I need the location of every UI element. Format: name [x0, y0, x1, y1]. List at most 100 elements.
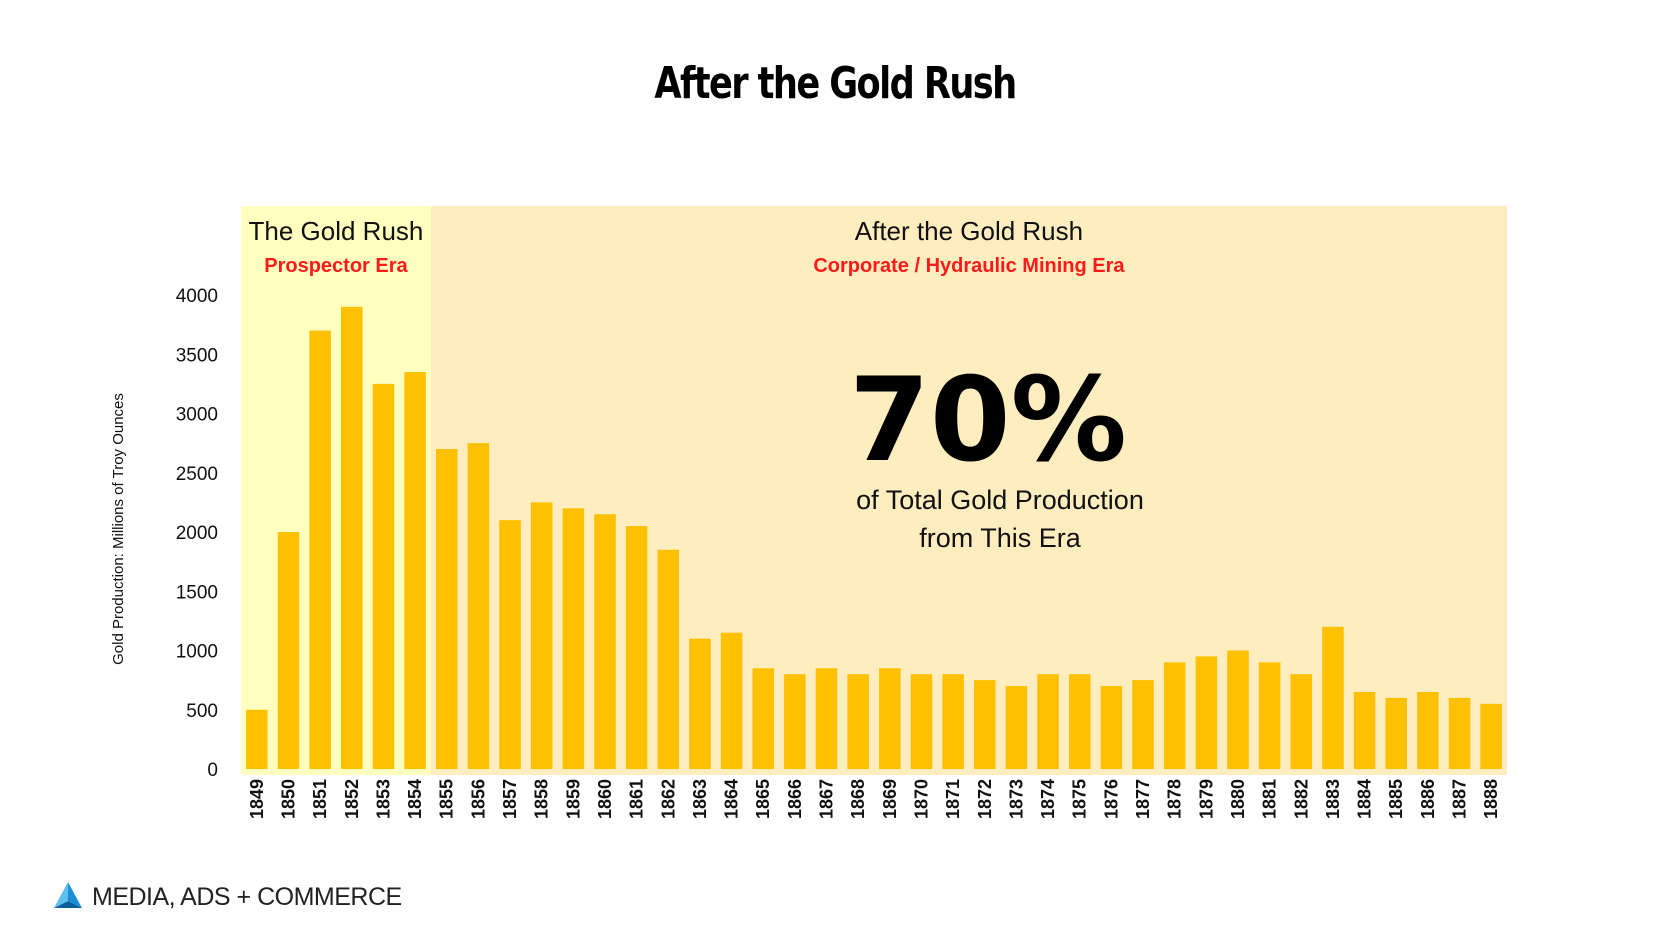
bar — [1290, 674, 1313, 769]
era-background-gold-rush — [241, 206, 431, 775]
bar — [1480, 703, 1502, 769]
bar — [1037, 674, 1059, 769]
x-tick-label: 1852 — [342, 779, 362, 819]
bar — [942, 674, 964, 769]
footer: MEDIA, ADS + COMMERCE — [52, 880, 402, 914]
x-tick-label: 1872 — [975, 779, 995, 819]
bar — [910, 674, 933, 769]
x-tick-label: 1884 — [1355, 779, 1375, 819]
bar — [1385, 697, 1407, 769]
bar — [594, 514, 616, 769]
bar — [879, 668, 901, 769]
percentage-annotation: 70% — [849, 353, 1127, 488]
bar — [1163, 662, 1186, 769]
y-axis-label: Gold Production: Millions of Troy Ounces — [110, 393, 127, 665]
x-tick-label: 1866 — [785, 779, 805, 819]
bar — [752, 668, 774, 769]
era-title-after-gold-rush: After the Gold Rush — [855, 216, 1083, 246]
x-tick-label: 1863 — [690, 779, 710, 819]
x-tick-label: 1870 — [911, 779, 931, 819]
x-tick-label: 1867 — [817, 779, 837, 819]
chart-title: After the Gold Rush — [654, 58, 1017, 109]
x-axis-ticks: 1849 1850 1851 1852 1853 1854 1855 1856 1857 1858… — [247, 779, 1501, 819]
percentage-caption-line1: of Total Gold Production — [856, 485, 1144, 515]
bar — [720, 632, 743, 769]
bars — [246, 306, 1502, 769]
bar — [1068, 674, 1091, 769]
bar — [246, 709, 268, 769]
y-axis-ticks: 0 500 1000 1500 2000 2500 3000 3500 4000 — [176, 286, 218, 781]
x-tick-label: 1873 — [1006, 779, 1026, 819]
era-title-gold-rush: The Gold Rush — [249, 216, 424, 246]
era-subtitle-gold-rush: Prospector Era — [264, 255, 408, 277]
x-tick-label: 1879 — [1196, 779, 1216, 819]
x-tick-label: 1871 — [943, 779, 963, 819]
x-tick-label: 1853 — [373, 779, 393, 819]
bar — [657, 549, 680, 769]
y-tick-label: 2500 — [176, 464, 218, 485]
x-tick-label: 1865 — [753, 779, 773, 819]
x-tick-label: 1854 — [405, 779, 425, 819]
x-tick-label: 1882 — [1291, 779, 1311, 819]
x-tick-label: 1860 — [595, 779, 615, 819]
bar — [372, 383, 395, 769]
bar — [435, 449, 458, 769]
bar — [309, 330, 331, 769]
bar — [815, 668, 838, 769]
bar — [277, 532, 300, 769]
footer-brand: MEDIA, ADS + COMMERCE — [92, 882, 402, 911]
x-tick-label: 1869 — [880, 779, 900, 819]
x-tick-label: 1885 — [1386, 779, 1406, 819]
x-tick-label: 1849 — [247, 779, 267, 819]
x-tick-label: 1861 — [627, 779, 647, 819]
bar — [1353, 691, 1376, 769]
x-tick-label: 1881 — [1260, 779, 1280, 819]
bar — [562, 508, 585, 769]
x-tick-label: 1850 — [278, 779, 298, 819]
bar — [1100, 686, 1123, 769]
bar — [1227, 650, 1249, 769]
bar — [847, 674, 869, 769]
bar — [1132, 680, 1154, 769]
bar — [625, 526, 648, 769]
bar — [1195, 656, 1218, 769]
bar — [499, 520, 521, 769]
bar — [974, 680, 996, 769]
triangle-logo-icon — [52, 880, 84, 915]
bar — [1448, 697, 1471, 769]
bar — [1258, 662, 1281, 769]
x-tick-label: 1875 — [1070, 779, 1090, 819]
x-tick-label: 1888 — [1481, 779, 1501, 819]
x-tick-label: 1859 — [563, 779, 583, 819]
y-tick-label: 1000 — [176, 642, 218, 663]
x-tick-label: 1874 — [1038, 779, 1058, 819]
bar — [1005, 686, 1028, 769]
bar — [467, 443, 490, 769]
bar — [1417, 691, 1439, 769]
bar — [530, 502, 553, 769]
x-tick-label: 1878 — [1165, 779, 1185, 819]
bar — [1322, 626, 1344, 769]
y-tick-label: 0 — [207, 760, 218, 781]
y-tick-label: 4000 — [176, 286, 218, 307]
x-tick-label: 1864 — [722, 779, 742, 819]
x-tick-label: 1858 — [532, 779, 552, 819]
x-tick-label: 1886 — [1418, 779, 1438, 819]
x-tick-label: 1883 — [1323, 779, 1343, 819]
y-tick-label: 500 — [186, 701, 218, 722]
x-tick-label: 1851 — [310, 779, 330, 819]
x-tick-label: 1887 — [1450, 779, 1470, 819]
bar — [341, 306, 363, 769]
x-tick-label: 1880 — [1228, 779, 1248, 819]
x-tick-label: 1868 — [848, 779, 868, 819]
bar — [404, 372, 426, 769]
bar — [784, 674, 806, 769]
bar — [689, 638, 711, 769]
x-tick-label: 1862 — [658, 779, 678, 819]
y-tick-label: 2000 — [176, 523, 218, 544]
x-tick-label: 1855 — [437, 779, 457, 819]
percentage-caption-line2: from This Era — [919, 523, 1082, 553]
y-tick-label: 3000 — [176, 405, 218, 426]
y-tick-label: 1500 — [176, 582, 218, 603]
